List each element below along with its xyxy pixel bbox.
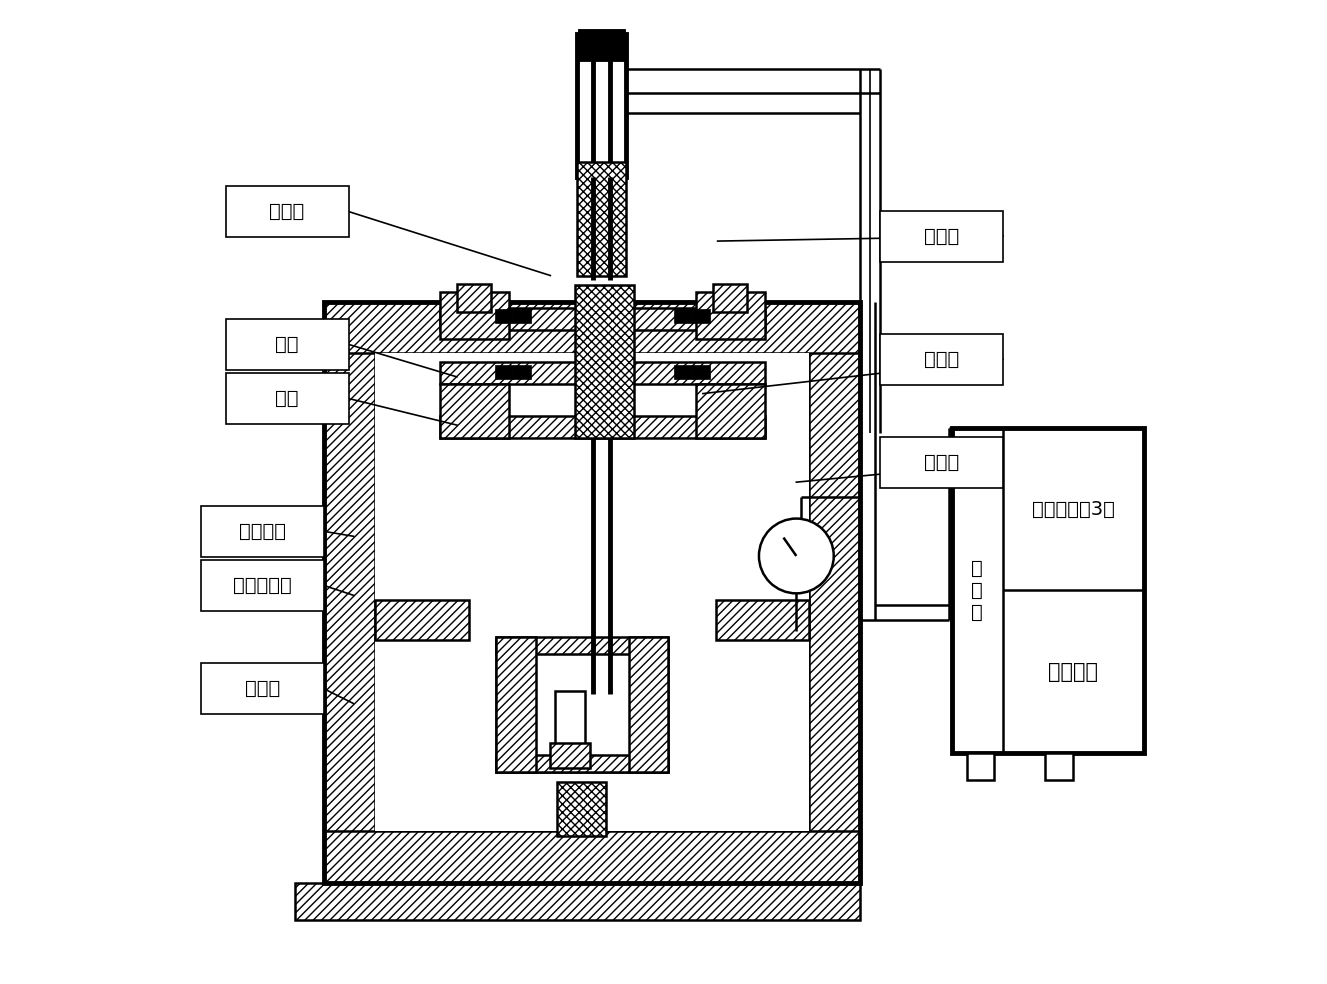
Text: 压力表: 压力表 (924, 453, 959, 472)
Bar (456, 284, 491, 312)
Bar (495, 309, 514, 323)
Bar (441, 384, 510, 438)
Bar (324, 302, 860, 353)
Bar (695, 292, 764, 339)
Bar (324, 302, 376, 883)
Bar (200, 506, 324, 557)
Text: 搅拌装置: 搅拌装置 (239, 522, 287, 541)
Bar (226, 373, 349, 424)
Text: 潜水泵: 潜水泵 (245, 679, 280, 699)
Bar (577, 162, 626, 276)
Bar (514, 309, 531, 323)
Bar (966, 753, 994, 780)
Bar (441, 308, 764, 330)
Bar (324, 302, 860, 883)
Bar (324, 831, 860, 883)
Bar (200, 560, 324, 611)
Bar (575, 285, 634, 438)
Bar (496, 640, 669, 772)
Bar (880, 334, 1003, 385)
Bar (809, 302, 860, 883)
Bar (557, 782, 606, 836)
Bar (376, 353, 809, 831)
Bar (713, 284, 747, 312)
Bar (951, 428, 1144, 753)
Bar (715, 600, 809, 640)
Bar (1046, 753, 1072, 780)
Bar (376, 600, 468, 640)
Bar (226, 186, 349, 237)
Text: 液
压
站: 液 压 站 (970, 559, 982, 622)
Bar (496, 637, 669, 654)
Bar (496, 755, 669, 772)
Bar (295, 883, 860, 920)
Text: 磨料缸: 磨料缸 (924, 349, 959, 369)
Text: 控制系统: 控制系统 (1048, 661, 1099, 682)
Bar (880, 211, 1003, 262)
Bar (441, 362, 764, 384)
Bar (674, 365, 693, 379)
Bar (880, 437, 1003, 488)
Bar (514, 365, 531, 379)
Text: 磨料回收缸: 磨料回收缸 (234, 576, 292, 595)
Bar (674, 309, 693, 323)
Bar (200, 663, 324, 714)
Bar (555, 691, 585, 755)
Bar (441, 292, 510, 339)
Text: 夹具: 夹具 (276, 335, 299, 354)
Bar (496, 637, 536, 772)
Bar (693, 309, 710, 323)
Bar (441, 416, 764, 438)
Bar (495, 365, 514, 379)
Bar (693, 365, 710, 379)
Text: 控制装置（3）: 控制装置（3） (1032, 500, 1115, 519)
Circle shape (759, 519, 833, 593)
Bar (551, 743, 589, 768)
Text: 工件: 工件 (276, 389, 299, 408)
Bar (226, 319, 349, 370)
Bar (629, 637, 669, 772)
Text: 液压缸: 液压缸 (269, 202, 305, 221)
Text: 活塞杆: 活塞杆 (924, 226, 959, 246)
Bar (695, 384, 764, 438)
Bar (580, 31, 624, 59)
Bar (577, 34, 626, 177)
